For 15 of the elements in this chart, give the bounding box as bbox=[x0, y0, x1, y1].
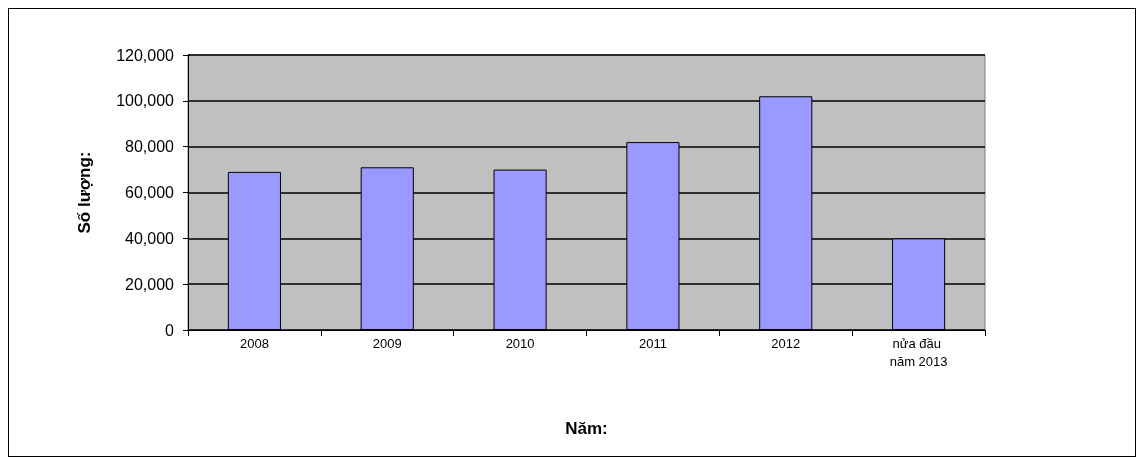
x-tick-label: 2008 bbox=[239, 335, 269, 351]
y-tick-label: 60,000 bbox=[125, 184, 175, 201]
x-tick-label: 2011 bbox=[638, 335, 667, 351]
x-tick-label: 2010 bbox=[505, 335, 535, 351]
y-tick-label: 20,000 bbox=[125, 275, 175, 293]
x-tick-label: nửa đầu năm 2013 bbox=[889, 335, 948, 369]
y-tick-label: 120,000 bbox=[116, 46, 175, 64]
y-axis-title: Số lượng: bbox=[75, 151, 94, 234]
y-tick-label: 100,000 bbox=[116, 92, 175, 110]
y-tick-label: 40,000 bbox=[125, 229, 175, 247]
y-tick-label: 0 bbox=[165, 321, 175, 339]
x-axis-title: Năm: bbox=[565, 419, 608, 438]
x-tick-label: 2012 bbox=[771, 335, 801, 351]
y-tick-label: 80,000 bbox=[125, 138, 175, 156]
x-tick-label: 2009 bbox=[372, 335, 402, 351]
